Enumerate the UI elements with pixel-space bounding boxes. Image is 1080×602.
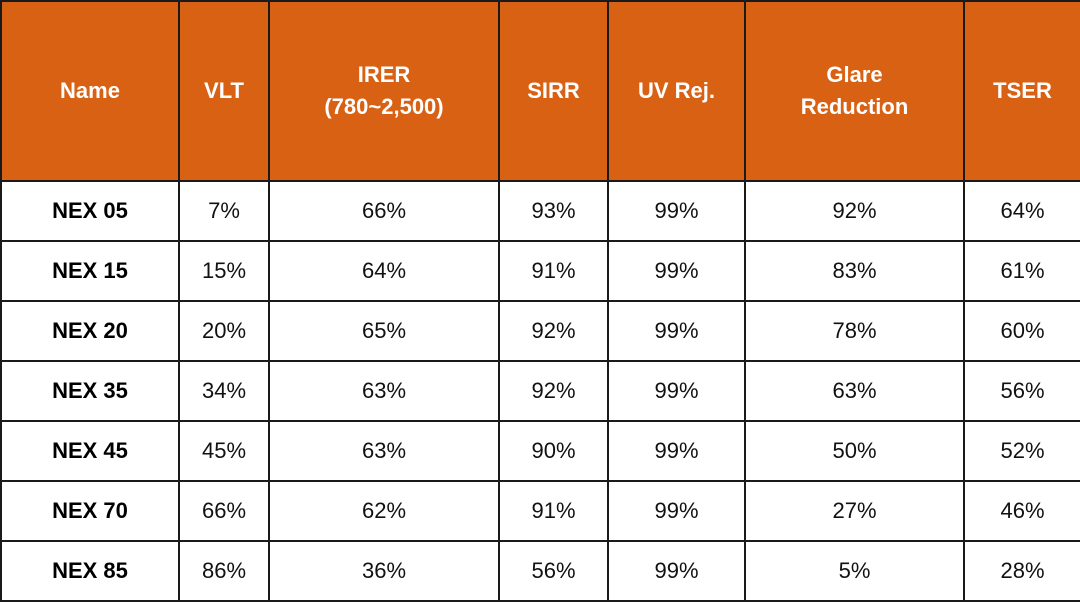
cell-glare-reduction: 63%	[744, 360, 965, 422]
cell-irer: 36%	[268, 540, 500, 602]
cell-sirr: 92%	[498, 300, 609, 362]
cell-tser: 28%	[963, 540, 1080, 602]
cell-name: NEX 45	[0, 420, 180, 482]
cell-vlt: 34%	[178, 360, 270, 422]
cell-uv-rej: 99%	[607, 480, 746, 542]
cell-tser: 64%	[963, 180, 1080, 242]
header-uv-rej: UV Rej.	[607, 0, 746, 182]
cell-irer: 63%	[268, 420, 500, 482]
cell-irer: 63%	[268, 360, 500, 422]
cell-sirr: 93%	[498, 180, 609, 242]
cell-uv-rej: 99%	[607, 300, 746, 362]
cell-tser: 60%	[963, 300, 1080, 362]
cell-sirr: 91%	[498, 240, 609, 302]
cell-sirr: 56%	[498, 540, 609, 602]
cell-sirr: 90%	[498, 420, 609, 482]
header-tser: TSER	[963, 0, 1080, 182]
cell-tser: 52%	[963, 420, 1080, 482]
cell-name: NEX 35	[0, 360, 180, 422]
table-row: NEX 35 34% 63% 92% 99% 63% 56%	[0, 360, 1080, 422]
cell-name: NEX 15	[0, 240, 180, 302]
cell-uv-rej: 99%	[607, 180, 746, 242]
cell-name: NEX 85	[0, 540, 180, 602]
cell-irer: 62%	[268, 480, 500, 542]
cell-glare-reduction: 27%	[744, 480, 965, 542]
cell-glare-reduction: 50%	[744, 420, 965, 482]
cell-glare-reduction: 83%	[744, 240, 965, 302]
cell-vlt: 15%	[178, 240, 270, 302]
cell-irer: 65%	[268, 300, 500, 362]
cell-sirr: 92%	[498, 360, 609, 422]
cell-glare-reduction: 92%	[744, 180, 965, 242]
cell-uv-rej: 99%	[607, 240, 746, 302]
header-vlt: VLT	[178, 0, 270, 182]
cell-tser: 56%	[963, 360, 1080, 422]
cell-vlt: 86%	[178, 540, 270, 602]
table-row: NEX 05 7% 66% 93% 99% 92% 64%	[0, 180, 1080, 242]
cell-uv-rej: 99%	[607, 420, 746, 482]
cell-vlt: 45%	[178, 420, 270, 482]
header-name: Name	[0, 0, 180, 182]
cell-sirr: 91%	[498, 480, 609, 542]
header-row: Name VLT IRER (780~2,500) SIRR UV Rej. G…	[0, 0, 1080, 182]
cell-tser: 61%	[963, 240, 1080, 302]
cell-glare-reduction: 5%	[744, 540, 965, 602]
cell-vlt: 7%	[178, 180, 270, 242]
cell-vlt: 66%	[178, 480, 270, 542]
cell-uv-rej: 99%	[607, 540, 746, 602]
header-irer: IRER (780~2,500)	[268, 0, 500, 182]
cell-tser: 46%	[963, 480, 1080, 542]
cell-vlt: 20%	[178, 300, 270, 362]
cell-uv-rej: 99%	[607, 360, 746, 422]
cell-irer: 64%	[268, 240, 500, 302]
cell-irer: 66%	[268, 180, 500, 242]
header-glare-reduction: Glare Reduction	[744, 0, 965, 182]
cell-name: NEX 70	[0, 480, 180, 542]
header-sirr: SIRR	[498, 0, 609, 182]
cell-glare-reduction: 78%	[744, 300, 965, 362]
table-row: NEX 70 66% 62% 91% 99% 27% 46%	[0, 480, 1080, 542]
cell-name: NEX 05	[0, 180, 180, 242]
table-row: NEX 45 45% 63% 90% 99% 50% 52%	[0, 420, 1080, 482]
cell-name: NEX 20	[0, 300, 180, 362]
table-row: NEX 15 15% 64% 91% 99% 83% 61%	[0, 240, 1080, 302]
table-row: NEX 20 20% 65% 92% 99% 78% 60%	[0, 300, 1080, 362]
table-row: NEX 85 86% 36% 56% 99% 5% 28%	[0, 540, 1080, 602]
